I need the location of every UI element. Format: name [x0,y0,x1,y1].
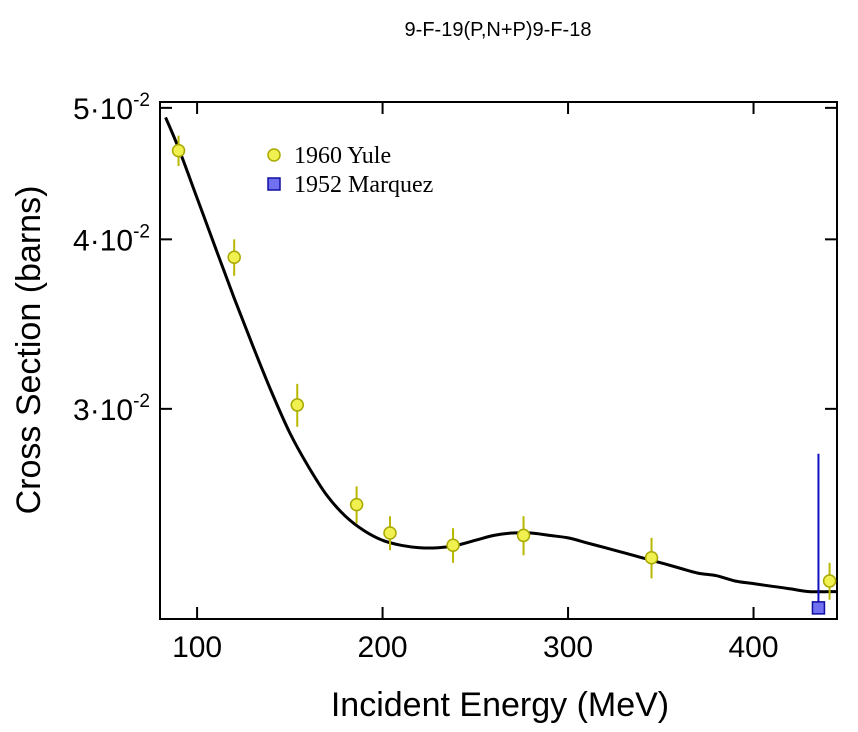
chart-title: 9-F-19(P,N+P)9-F-18 [405,19,592,41]
y-tick-label: 4·10-2 [73,221,150,257]
data-point-yule [446,538,460,553]
x-tick-label: 100 [172,631,222,664]
fit-curve [164,116,838,594]
legend-label: 1960 Yule [294,143,391,169]
data-points [171,135,837,615]
data-point-yule [644,551,659,565]
data-point-yule [227,250,241,265]
y-axis-ticks: 3·10-2 4·10-2 5·10-2 [73,90,837,427]
x-tick-label: 200 [358,631,408,664]
x-tick-label: 300 [543,631,593,664]
y-tick-label: 3·10-2 [73,391,150,427]
x-axis-ticks: 100 200 300 400 [172,102,779,664]
legend-marker-yule [267,148,281,162]
data-point-yule [171,143,186,158]
legend-label: 1952 Marquez [294,172,433,198]
data-point-yule [349,497,364,512]
plot-frame [159,101,838,620]
y-axis-label: Cross Section (barns) [10,186,48,515]
legend: 1960 Yule 1952 Marquez [267,143,433,198]
data-point-marquez [811,601,826,615]
x-tick-label: 400 [729,631,779,664]
x-axis-label: Incident Energy (MeV) [331,686,669,724]
data-point-yule [383,526,397,540]
legend-marker-marquez [267,177,281,191]
data-point-yule [516,528,531,543]
y-tick-label: 5·10-2 [73,90,150,126]
data-point-yule [822,574,837,588]
data-point-yule [290,398,305,412]
